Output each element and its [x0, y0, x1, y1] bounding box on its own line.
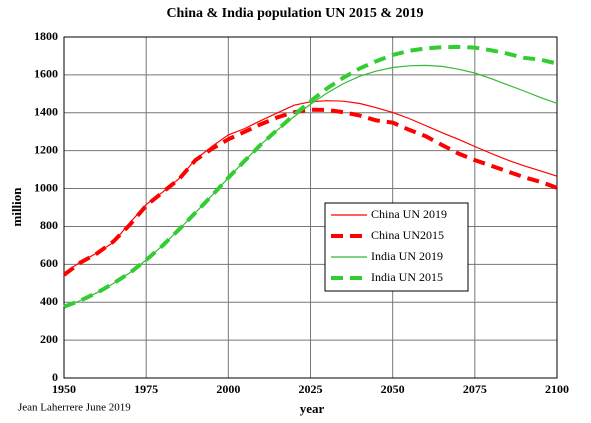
x-tick-label: 2025: [299, 382, 323, 396]
legend-box: [324, 202, 469, 292]
y-tick-label: 800: [40, 218, 58, 232]
legend-label: China UN2015: [371, 228, 444, 242]
x-tick-label: 2050: [381, 382, 405, 396]
legend-label: India UN 2019: [371, 249, 443, 263]
x-tick-label: 1950: [52, 382, 76, 396]
y-tick-label: 1400: [34, 105, 58, 119]
y-tick-label: 1600: [34, 67, 58, 81]
y-tick-label: 200: [40, 332, 58, 346]
legend-label: China UN 2019: [371, 207, 447, 221]
x-tick-label: 2100: [545, 382, 569, 396]
y-tick-label: 600: [40, 256, 58, 270]
x-tick-label: 2000: [216, 382, 240, 396]
chart-title: China & India population UN 2015 & 2019: [166, 6, 423, 21]
y-tick-label: 400: [40, 294, 58, 308]
legend-label: India UN 2015: [371, 270, 443, 284]
y-axis-label: million: [9, 187, 24, 227]
y-tick-label: 1200: [34, 142, 58, 156]
x-tick-label: 1975: [134, 382, 158, 396]
series-line: [63, 44, 558, 309]
plot-border: [63, 36, 558, 379]
x-axis-label: year: [300, 401, 325, 416]
y-tick-label: 1800: [34, 29, 58, 43]
y-tick-label: 1000: [34, 180, 58, 194]
credit: Jean Laherrere June 2019: [18, 402, 131, 414]
y-tick-label: 0: [52, 370, 58, 384]
x-tick-label: 2075: [463, 382, 487, 396]
series-line: [62, 107, 558, 277]
